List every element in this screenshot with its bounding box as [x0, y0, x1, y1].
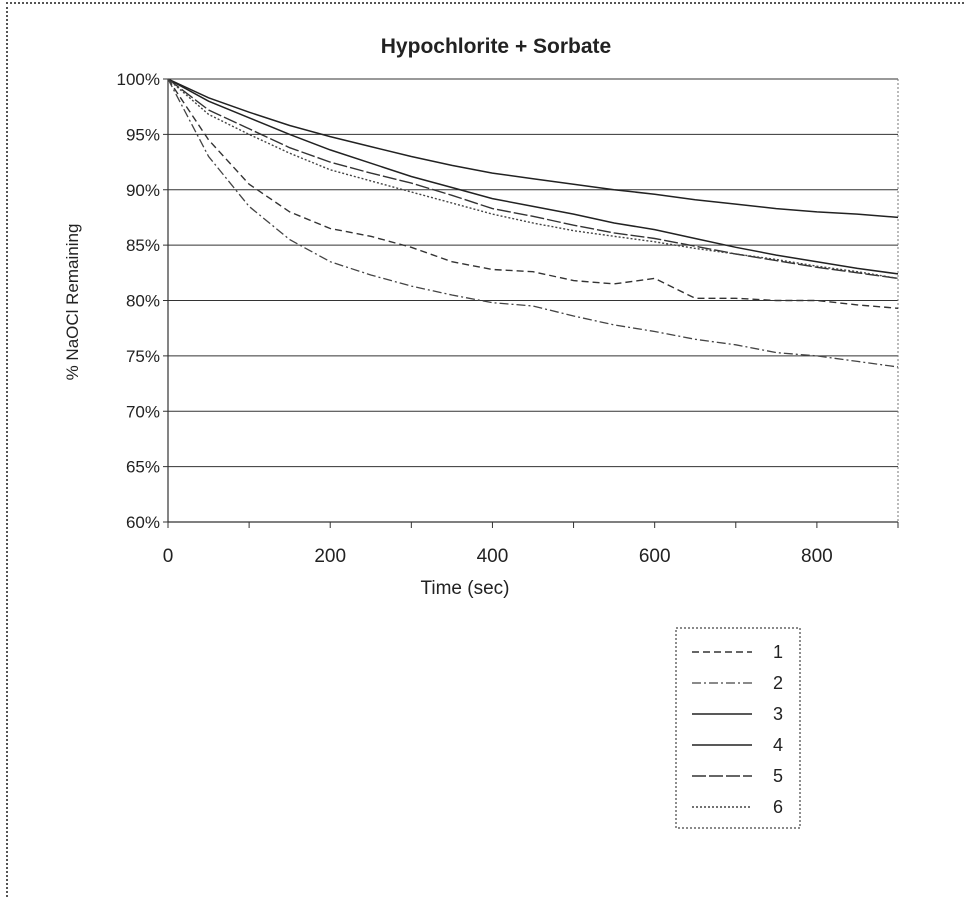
x-tick-labels: 0 200 400 600 800	[163, 546, 833, 567]
x-tick-label: 400	[477, 546, 509, 567]
y-tick-label: 85%	[126, 236, 160, 255]
x-tick-label: 800	[801, 546, 833, 567]
legend: 1 2 3 4 5 6	[676, 628, 800, 828]
y-tick-label: 95%	[126, 125, 160, 144]
chart-title: Hypochlorite + Sorbate	[381, 35, 611, 58]
x-tick-label: 0	[163, 546, 174, 567]
y-tick-labels: 60% 65% 70% 75% 80% 85% 90% 95% 100%	[117, 70, 160, 532]
legend-label-4: 4	[773, 735, 783, 755]
x-tick-label: 200	[314, 546, 346, 567]
y-tick-label: 100%	[117, 70, 160, 89]
legend-label-3: 3	[773, 704, 783, 724]
y-tick-label: 65%	[126, 458, 160, 477]
y-tick-label: 90%	[126, 181, 160, 200]
y-tick-label: 60%	[126, 513, 160, 532]
legend-label-6: 6	[773, 797, 783, 817]
y-tick-label: 70%	[126, 402, 160, 421]
x-axis-label: Time (sec)	[420, 578, 509, 599]
y-tick-label: 80%	[126, 292, 160, 311]
x-tick-label: 600	[639, 546, 671, 567]
y-tick-label: 75%	[126, 347, 160, 366]
legend-label-5: 5	[773, 766, 783, 786]
legend-label-1: 1	[773, 642, 783, 662]
legend-label-2: 2	[773, 673, 783, 693]
y-axis-label: % NaOCl Remaining	[63, 224, 82, 381]
